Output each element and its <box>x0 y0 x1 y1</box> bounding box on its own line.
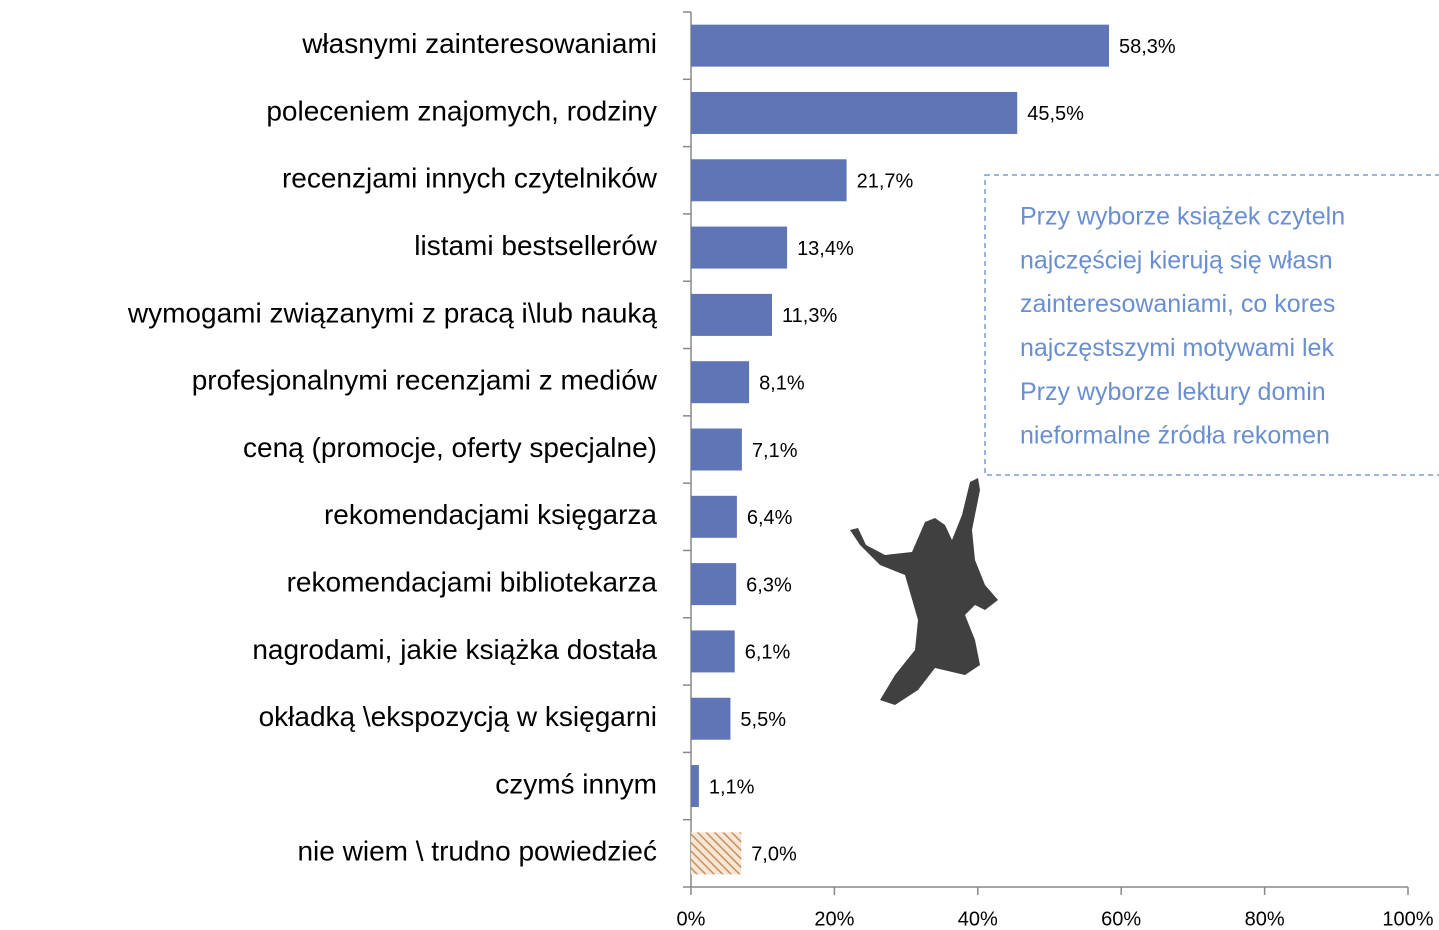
bar <box>691 630 735 672</box>
value-label: 21,7% <box>857 171 914 193</box>
bar <box>691 698 730 740</box>
value-label: 6,3% <box>746 574 792 596</box>
bar <box>691 92 1017 134</box>
category-label: ceną (promocje, oferty specjalne) <box>243 432 657 463</box>
bar <box>691 765 699 807</box>
chart: Przy wyborze książek czyteln najczęściej … <box>0 0 1439 930</box>
x-tick-label: 60% <box>1101 908 1141 930</box>
annotation-line: Przy wyborze lektury domin <box>1020 378 1326 406</box>
category-label: poleceniem znajomych, rodziny <box>266 95 657 126</box>
category-label: profesjonalnymi recenzjami z mediów <box>192 365 658 396</box>
value-label: 1,1% <box>709 776 755 798</box>
x-tick-label: 0% <box>677 908 706 930</box>
bar <box>691 496 737 538</box>
value-label: 45,5% <box>1027 103 1084 125</box>
value-label: 11,3% <box>782 305 837 327</box>
bar <box>691 429 742 471</box>
value-label: 58,3% <box>1119 36 1176 58</box>
annotation-line: Przy wyborze książek czyteln <box>1020 203 1345 231</box>
page: Przy wyborze książek czyteln najczęściej … <box>0 0 1439 930</box>
value-label: 7,0% <box>751 844 797 866</box>
category-label: okładką \ekspozycją w księgarni <box>259 701 657 732</box>
category-label: rekomendacjami księgarza <box>324 499 657 530</box>
value-label: 5,5% <box>740 709 786 731</box>
x-tick-label: 80% <box>1245 908 1285 930</box>
annotation-line: najczęściej kierują się własn <box>1020 246 1333 274</box>
category-label: nie wiem \ trudno powiedzieć <box>297 836 657 867</box>
annotation: Przy wyborze książek czyteln najczęściej … <box>1020 203 1345 450</box>
value-label: 7,1% <box>752 440 798 462</box>
annotation-line: zainteresowaniami, co kores <box>1020 290 1335 318</box>
x-tick-label: 100% <box>1382 908 1433 930</box>
bar <box>691 25 1109 67</box>
bar <box>691 361 749 403</box>
value-label: 13,4% <box>797 238 854 260</box>
category-label: wymogami związanymi z pracą i\lub nauką <box>127 297 658 328</box>
bar <box>691 159 847 201</box>
value-label: 6,1% <box>745 642 791 664</box>
annotation-line: nieformalne źródła rekomen <box>1020 422 1330 450</box>
bar <box>691 294 772 336</box>
x-tick-label: 40% <box>958 908 998 930</box>
category-label: recenzjami innych czytelników <box>282 163 658 194</box>
bar <box>691 227 787 269</box>
value-label: 8,1% <box>759 372 805 394</box>
value-label: 6,4% <box>747 507 793 529</box>
category-label: nagrodami, jakie książka dostała <box>252 634 657 665</box>
bar <box>691 832 741 874</box>
category-label: rekomendacjami bibliotekarza <box>287 567 658 598</box>
bar <box>691 563 736 605</box>
category-label: własnymi zainteresowaniami <box>301 28 657 59</box>
category-label: czymś innym <box>495 768 657 799</box>
x-tick-label: 20% <box>814 908 854 930</box>
jumping-figure <box>850 478 998 705</box>
annotation-line: najczęstszymi motywami lek <box>1020 334 1334 362</box>
category-label: listami bestsellerów <box>414 230 658 261</box>
